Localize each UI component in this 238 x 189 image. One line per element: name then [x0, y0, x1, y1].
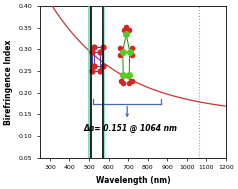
Y-axis label: Birefringence Index: Birefringence Index [4, 39, 13, 125]
Ellipse shape [101, 0, 104, 189]
X-axis label: Wavelength (nm): Wavelength (nm) [96, 176, 170, 185]
Ellipse shape [90, 0, 92, 189]
Text: Δn= 0.151 @ 1064 nm: Δn= 0.151 @ 1064 nm [83, 124, 177, 133]
Ellipse shape [84, 0, 94, 189]
Ellipse shape [99, 0, 109, 189]
